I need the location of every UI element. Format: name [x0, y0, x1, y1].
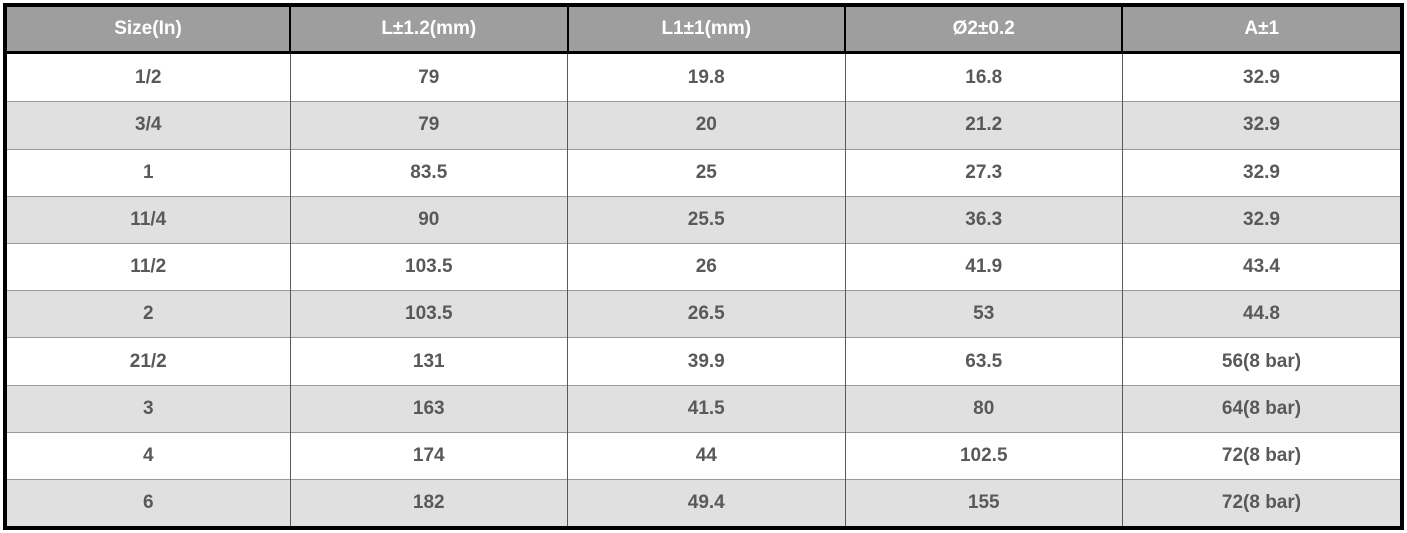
column-header-1: L±1.2(mm): [289, 7, 568, 54]
table-cell: 64(8 bar): [1121, 384, 1400, 433]
table-cell: 79: [289, 52, 568, 102]
table-cell: 44.8: [1121, 290, 1400, 338]
table-cell: 102.5: [844, 431, 1123, 480]
table-cell: 11/2: [7, 242, 291, 291]
column-header-3: Ø2±0.2: [843, 7, 1123, 54]
table-cell: 182: [289, 479, 568, 526]
table-cell: 25: [567, 148, 845, 197]
column-header-4: A±1: [1121, 7, 1400, 54]
table-row: 4 174 44 102.5 72(8 bar): [7, 431, 1400, 480]
table-cell: 25.5: [567, 195, 845, 244]
table-cell: 19.8: [567, 52, 845, 102]
table-cell: 163: [289, 384, 568, 433]
table-cell: 11/4: [7, 195, 291, 244]
table-row: 2 103.5 26.5 53 44.8: [7, 290, 1400, 338]
table-cell: 27.3: [844, 148, 1123, 197]
table-header: Size(In) L±1.2(mm) L1±1(mm) Ø2±0.2 A±1: [7, 7, 1400, 54]
table-cell: 41.9: [844, 242, 1123, 291]
table-cell: 21/2: [7, 337, 291, 386]
table-cell: 72(8 bar): [1121, 479, 1400, 526]
table-cell: 16.8: [844, 52, 1123, 102]
table-cell: 3: [7, 384, 291, 433]
table-cell: 90: [289, 195, 568, 244]
column-header-2: L1±1(mm): [566, 7, 845, 54]
table-cell: 174: [289, 431, 568, 480]
table-cell: 26: [567, 242, 845, 291]
table-cell: 63.5: [844, 337, 1123, 386]
table-row: 11/4 90 25.5 36.3 32.9: [7, 195, 1400, 244]
table-cell: 26.5: [567, 290, 845, 338]
table-cell: 39.9: [567, 337, 845, 386]
table-cell: 49.4: [567, 479, 845, 526]
table-cell: 83.5: [289, 148, 568, 197]
table-cell: 155: [844, 479, 1123, 526]
dimensions-table: Size(In) L±1.2(mm) L1±1(mm) Ø2±0.2 A±1 1/2 79…: [7, 7, 1400, 526]
table-cell: 32.9: [1121, 195, 1400, 244]
table-cell: 36.3: [844, 195, 1123, 244]
table-cell: 43.4: [1121, 242, 1400, 291]
table-cell: 32.9: [1121, 101, 1400, 150]
table-cell: 41.5: [567, 384, 845, 433]
table-row: 3 163 41.5 80 64(8 bar): [7, 384, 1400, 433]
table-cell: 3/4: [7, 101, 291, 150]
table-cell: 56(8 bar): [1121, 337, 1400, 386]
table-cell: 2: [7, 290, 291, 338]
table-cell: 53: [844, 290, 1123, 338]
table-cell: 131: [289, 337, 568, 386]
table-cell: 80: [844, 384, 1123, 433]
table-cell: 32.9: [1121, 148, 1400, 197]
table-cell: 1: [7, 148, 291, 197]
table-cell: 1/2: [135, 66, 162, 88]
table-cell: 6: [7, 479, 291, 526]
table-cell: 44: [567, 431, 845, 480]
table-cell: 4: [7, 431, 291, 480]
table-cell: 32.9: [1121, 52, 1400, 102]
table-cell: 20: [567, 101, 845, 150]
table-cell: 103.5: [289, 242, 568, 291]
spec-table-container: Size(In) L±1.2(mm) L1±1(mm) Ø2±0.2 A±1 1/2 79…: [3, 3, 1404, 530]
table-row: 21/2 131 39.9 63.5 56(8 bar): [7, 337, 1400, 386]
table-row: 3/4 79 20 21.2 32.9: [7, 101, 1400, 150]
table-row: 1/2 79 19.8 16.8 32.9: [7, 52, 1400, 102]
table-cell: 72(8 bar): [1121, 431, 1400, 480]
table-cell: 103.5: [289, 290, 568, 338]
table-row: 11/2 103.5 26 41.9 43.4: [7, 242, 1400, 291]
table-cell: 21.2: [844, 101, 1123, 150]
column-header-0: Size(In): [7, 7, 291, 54]
table-body: 1/2 79 19.8 16.8 32.9 3/4 79 20 21.2 32.9 1 83.5 25 2…: [7, 52, 1400, 526]
table-row: 6 182 49.4 155 72(8 bar): [7, 479, 1400, 526]
table-row: 1 83.5 25 27.3 32.9: [7, 148, 1400, 197]
header-row: Size(In) L±1.2(mm) L1±1(mm) Ø2±0.2 A±1: [7, 7, 1400, 54]
table-cell: 79: [289, 101, 568, 150]
